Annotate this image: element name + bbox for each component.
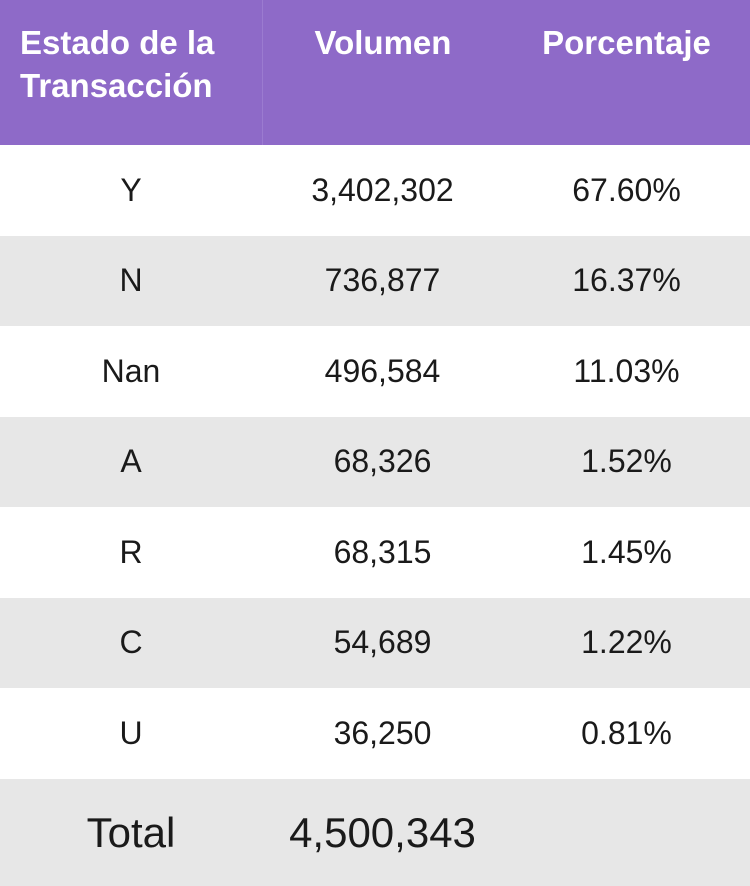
cell-porcentaje: 1.22% bbox=[581, 624, 672, 661]
cell-volumen: 54,689 bbox=[333, 624, 432, 661]
cell-porcentaje: 0.81% bbox=[581, 714, 672, 751]
cell-volumen: 68,326 bbox=[333, 443, 432, 480]
cell-estado: R bbox=[119, 533, 143, 570]
cell-porcentaje: 16.37% bbox=[572, 262, 681, 299]
table-row: Nan 496,584 11.03% bbox=[0, 326, 750, 417]
cell-volumen: 496,584 bbox=[324, 352, 441, 389]
cell-porcentaje: 67.60% bbox=[572, 171, 681, 208]
cell-volumen: 68,315 bbox=[333, 533, 432, 570]
table-row: N 736,877 16.37% bbox=[0, 235, 750, 326]
table-row: A 68,326 1.52% bbox=[0, 416, 750, 507]
total-volumen: 4,500,343 bbox=[289, 809, 476, 857]
table-row: U 36,250 0.81% bbox=[0, 688, 750, 779]
cell-estado: N bbox=[119, 262, 143, 299]
cell-estado: Y bbox=[120, 171, 142, 208]
header-estado: Estado de la Transacción bbox=[20, 24, 215, 104]
cell-estado: U bbox=[119, 714, 143, 751]
header-porcentaje: Porcentaje bbox=[542, 24, 711, 61]
cell-volumen: 36,250 bbox=[333, 714, 432, 751]
cell-porcentaje: 1.52% bbox=[581, 443, 672, 480]
cell-porcentaje: 11.03% bbox=[573, 352, 680, 389]
cell-estado: A bbox=[120, 443, 142, 480]
cell-volumen: 736,877 bbox=[324, 262, 441, 299]
table-row: Y 3,402,302 67.60% bbox=[0, 145, 750, 236]
table-header-row: Estado de la Transacción Volumen Porcent… bbox=[0, 0, 750, 145]
cell-volumen: 3,402,302 bbox=[311, 171, 454, 208]
table-row: C 54,689 1.22% bbox=[0, 597, 750, 688]
cell-estado: Nan bbox=[101, 352, 161, 389]
total-label: Total bbox=[86, 809, 176, 857]
total-porcentaje bbox=[503, 779, 750, 886]
table-total-row: Total 4,500,343 bbox=[0, 778, 750, 886]
header-volumen: Volumen bbox=[262, 0, 503, 145]
cell-porcentaje: 1.45% bbox=[581, 533, 672, 570]
table-row: R 68,315 1.45% bbox=[0, 507, 750, 598]
cell-estado: C bbox=[119, 624, 143, 661]
